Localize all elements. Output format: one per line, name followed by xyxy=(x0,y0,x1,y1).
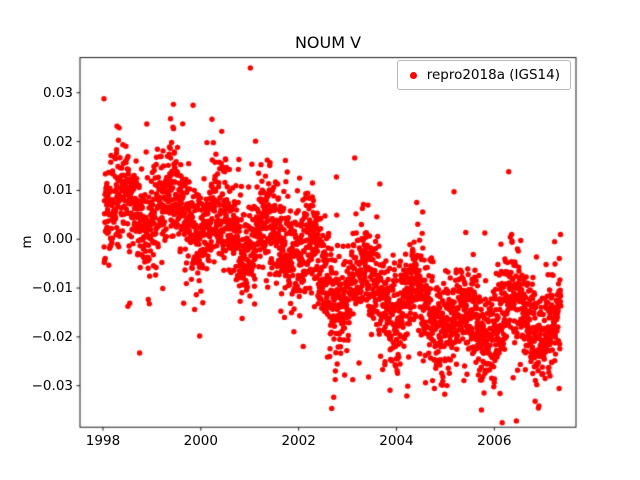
y-tick-label: 0.02 xyxy=(42,133,73,150)
legend-marker-dot xyxy=(409,71,417,79)
x-tick-label: 2000 xyxy=(183,433,218,449)
x-tick-label: 2002 xyxy=(281,433,316,449)
y-tick-label: −0.03 xyxy=(31,377,73,394)
y-tick-label: 0.03 xyxy=(42,84,73,101)
y-tick-label: 0.01 xyxy=(42,182,73,199)
chart-title: NOUM V xyxy=(294,33,362,52)
y-axis-label: m xyxy=(19,235,35,249)
y-tick-label: −0.02 xyxy=(31,328,73,345)
legend: repro2018a (IGS14) xyxy=(396,60,571,90)
y-tick-label: 0.00 xyxy=(42,231,73,248)
x-tick-label: 2006 xyxy=(477,433,512,449)
y-tick-label: −0.01 xyxy=(31,280,73,297)
x-tick-label: 1998 xyxy=(85,433,121,449)
x-tick-label: 2004 xyxy=(379,433,414,449)
legend-label: repro2018a (IGS14) xyxy=(426,67,560,83)
